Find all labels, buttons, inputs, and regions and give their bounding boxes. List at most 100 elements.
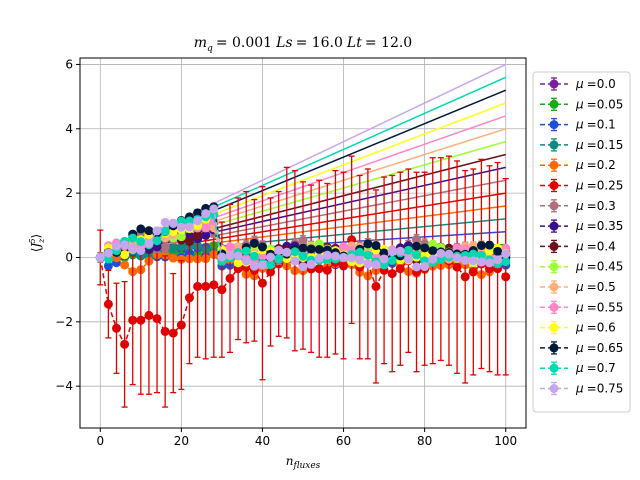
legend-swatch-marker — [549, 140, 559, 150]
data-point — [136, 237, 146, 247]
data-point — [460, 272, 470, 282]
data-point — [355, 247, 365, 257]
data-point — [128, 233, 138, 243]
legend-entry: μ =0.15 — [540, 138, 623, 152]
data-point — [468, 256, 478, 266]
legend-entry: μ =0.1 — [540, 118, 616, 132]
legend-swatch-marker — [549, 79, 559, 89]
legend-swatch-marker — [549, 343, 559, 353]
data-point — [476, 257, 486, 267]
data-point — [452, 243, 462, 253]
data-point — [201, 230, 211, 240]
legend-label: μ =0.1 — [575, 118, 616, 132]
data-point — [257, 260, 267, 270]
data-point — [395, 264, 405, 274]
data-point — [371, 241, 381, 251]
data-point — [274, 245, 284, 255]
x-tick-label: 40 — [255, 434, 270, 448]
data-point — [468, 249, 478, 259]
legend-swatch-marker — [549, 384, 559, 393]
data-point — [152, 236, 162, 246]
legend-label: μ =0.7 — [575, 361, 616, 375]
data-point — [371, 281, 381, 291]
data-point — [184, 222, 194, 232]
data-point — [233, 258, 243, 268]
data-point — [144, 226, 154, 236]
legend-label: μ =0.6 — [575, 321, 616, 335]
legend-swatch-marker — [549, 302, 559, 312]
data-point — [160, 217, 170, 227]
y-tick-label: 4 — [65, 122, 73, 136]
data-point — [193, 230, 203, 240]
data-point — [355, 255, 365, 265]
svg-text:⟨Jz5⟩: ⟨Jz5⟩ — [28, 234, 46, 253]
legend-swatch-marker — [549, 323, 559, 333]
data-point — [160, 243, 170, 253]
data-point — [266, 252, 276, 262]
legend-label: μ =0.55 — [575, 300, 623, 314]
data-point — [217, 252, 227, 262]
data-point — [241, 246, 251, 256]
data-point — [493, 255, 503, 265]
legend-entry: μ =0.45 — [540, 260, 623, 274]
data-point — [136, 224, 146, 234]
data-point — [176, 242, 186, 252]
data-point — [217, 285, 227, 295]
data-point — [120, 240, 130, 250]
legend-swatch-marker — [549, 201, 559, 211]
data-point — [493, 246, 503, 256]
data-point — [136, 315, 146, 325]
legend-label: μ =0.65 — [575, 341, 623, 355]
data-point — [363, 259, 373, 269]
data-point — [193, 281, 203, 291]
data-point — [330, 251, 340, 261]
legend-entry: μ =0.65 — [540, 341, 623, 355]
data-point — [412, 262, 422, 272]
x-tick-label: 0 — [96, 434, 104, 448]
data-point — [184, 236, 194, 246]
data-point — [136, 245, 146, 255]
data-point — [176, 254, 186, 264]
x-tick-label: 80 — [417, 434, 432, 448]
data-point — [266, 260, 276, 270]
data-point — [322, 265, 332, 275]
legend-swatch-marker — [549, 363, 559, 373]
data-point — [120, 250, 130, 260]
data-series — [95, 155, 511, 408]
data-point — [428, 239, 438, 249]
y-tick-label: 2 — [65, 186, 73, 200]
data-point — [144, 310, 154, 320]
data-point — [111, 241, 121, 251]
data-point — [144, 238, 154, 248]
legend-label: μ =0.35 — [575, 219, 623, 233]
data-point — [193, 216, 203, 226]
data-point — [290, 247, 300, 257]
data-point — [420, 262, 430, 272]
data-point — [274, 254, 284, 264]
data-point — [501, 272, 511, 282]
data-point — [347, 253, 357, 263]
legend-label: μ =0.25 — [575, 179, 623, 193]
data-point — [201, 281, 211, 291]
data-point — [249, 261, 259, 271]
legend-label: μ =0.45 — [575, 260, 623, 274]
data-point — [412, 234, 422, 244]
data-point — [403, 245, 413, 255]
data-point — [120, 339, 130, 349]
data-point — [436, 248, 446, 258]
data-point — [168, 253, 178, 263]
series-group — [95, 155, 511, 408]
data-point — [403, 254, 413, 264]
legend-swatch-marker — [549, 241, 559, 251]
legend-label: μ =0.2 — [575, 158, 616, 172]
data-point — [120, 260, 130, 270]
data-point — [387, 255, 397, 265]
data-point — [152, 314, 162, 324]
data-point — [452, 262, 462, 272]
y-tick-label: 6 — [65, 57, 73, 71]
legend-swatch-marker — [549, 262, 559, 272]
legend-entry: μ =0.3 — [540, 199, 616, 213]
data-point — [257, 278, 267, 288]
data-point — [363, 239, 373, 249]
